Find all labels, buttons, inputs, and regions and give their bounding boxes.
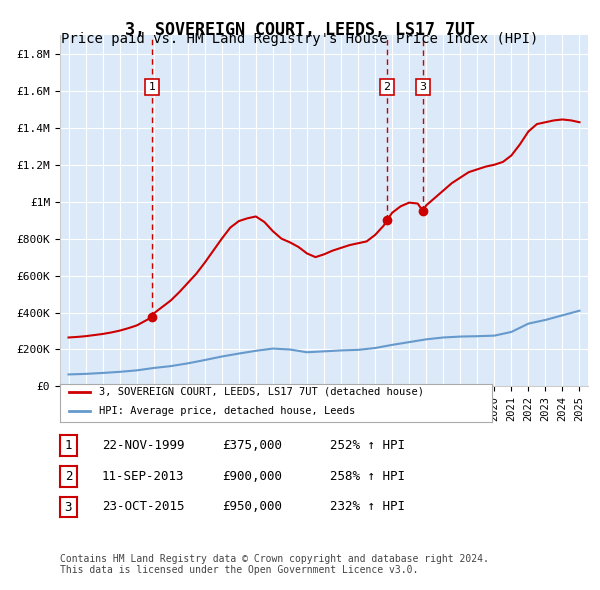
Text: £375,000: £375,000: [222, 439, 282, 452]
Text: 11-SEP-2013: 11-SEP-2013: [102, 470, 185, 483]
Text: 258% ↑ HPI: 258% ↑ HPI: [330, 470, 405, 483]
Text: 252% ↑ HPI: 252% ↑ HPI: [330, 439, 405, 452]
Text: £900,000: £900,000: [222, 470, 282, 483]
Text: 1: 1: [148, 82, 155, 92]
Text: 1: 1: [65, 439, 72, 453]
Text: Contains HM Land Registry data © Crown copyright and database right 2024.
This d: Contains HM Land Registry data © Crown c…: [60, 553, 489, 575]
Text: 23-OCT-2015: 23-OCT-2015: [102, 500, 185, 513]
Text: £950,000: £950,000: [222, 500, 282, 513]
Text: 2: 2: [65, 470, 72, 483]
Text: 3: 3: [419, 82, 426, 92]
Text: 22-NOV-1999: 22-NOV-1999: [102, 439, 185, 452]
Text: Price paid vs. HM Land Registry's House Price Index (HPI): Price paid vs. HM Land Registry's House …: [61, 32, 539, 47]
Text: 3: 3: [65, 500, 72, 514]
Text: 2: 2: [383, 82, 391, 92]
Text: 3, SOVEREIGN COURT, LEEDS, LS17 7UT: 3, SOVEREIGN COURT, LEEDS, LS17 7UT: [125, 21, 475, 39]
Text: HPI: Average price, detached house, Leeds: HPI: Average price, detached house, Leed…: [99, 406, 355, 416]
Text: 3, SOVEREIGN COURT, LEEDS, LS17 7UT (detached house): 3, SOVEREIGN COURT, LEEDS, LS17 7UT (det…: [99, 387, 424, 397]
Text: 232% ↑ HPI: 232% ↑ HPI: [330, 500, 405, 513]
